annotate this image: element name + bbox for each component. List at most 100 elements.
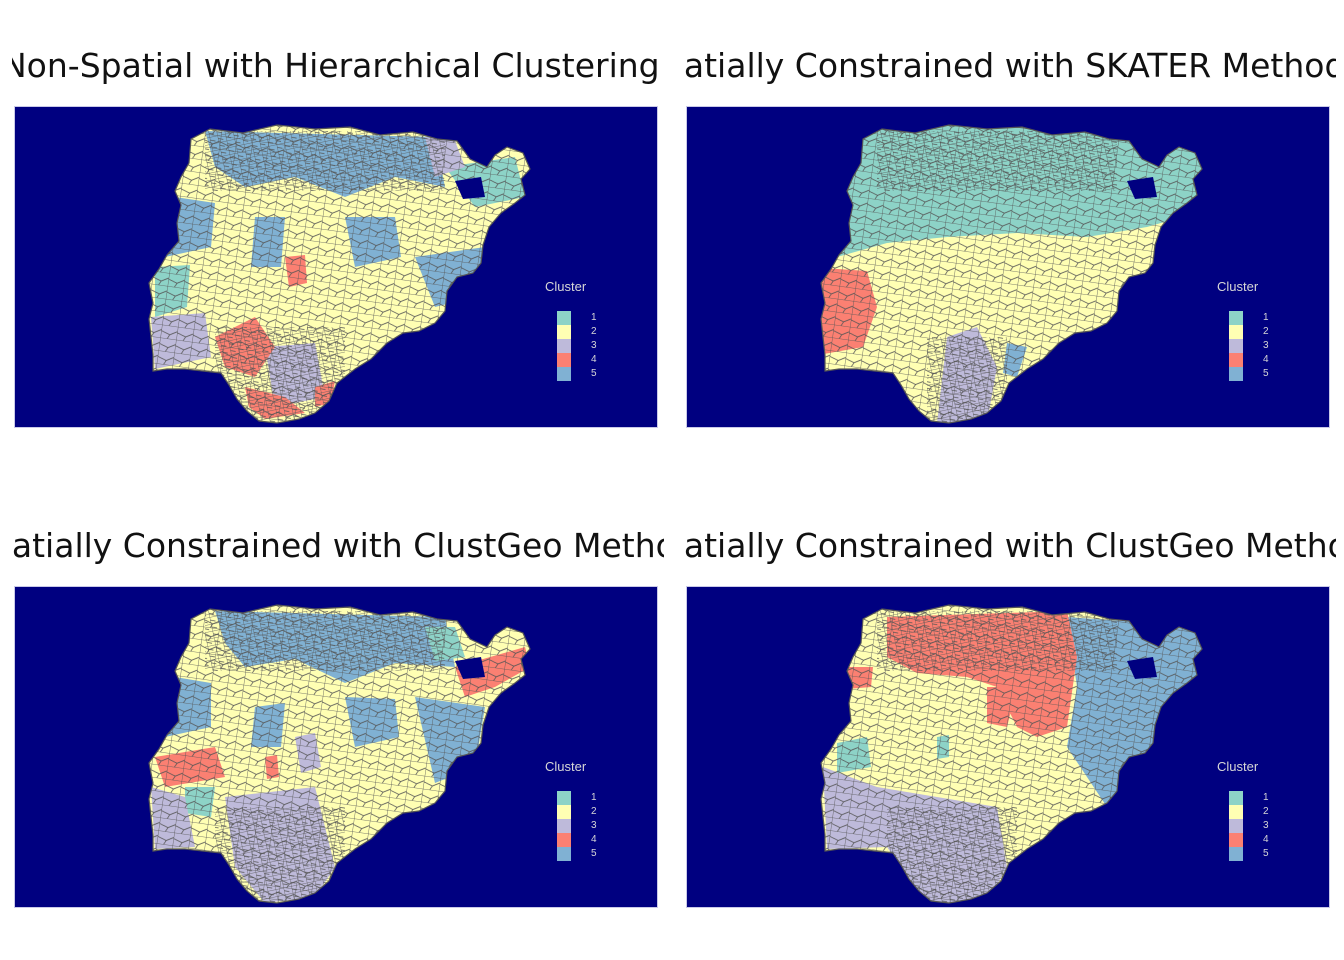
- nigeria-map: [820, 604, 1203, 904]
- legend-swatch: [557, 819, 571, 833]
- choropleth-map: Cluster 1 2 3 4 5: [14, 106, 658, 428]
- legend-swatch: [1229, 847, 1243, 861]
- nigeria-map: [148, 604, 531, 904]
- legend-label: 1: [1263, 312, 1269, 323]
- legend-item-5: 5: [1229, 847, 1289, 861]
- legend-item-4: 4: [557, 833, 617, 847]
- lake-chad-cutout: [455, 657, 485, 679]
- legend-item-4: 4: [1229, 833, 1289, 847]
- lga-boundaries-dense: [205, 131, 445, 191]
- choropleth-map: Cluster 1 2 3 4 5: [14, 586, 658, 908]
- legend: Cluster 1 2 3 4 5: [545, 279, 645, 399]
- legend-item-4: 4: [557, 353, 617, 367]
- legend-item-2: 2: [1229, 325, 1289, 339]
- legend-item-2: 2: [1229, 805, 1289, 819]
- legend-label: 3: [591, 820, 597, 831]
- legend-title: Cluster: [545, 759, 587, 774]
- legend-label: 1: [591, 312, 597, 323]
- nigeria-map: [820, 124, 1203, 424]
- legend-label: 1: [591, 792, 597, 803]
- legend-label: 1: [1263, 792, 1269, 803]
- legend-item-5: 5: [557, 367, 617, 381]
- nigeria-map: [148, 124, 531, 424]
- legend-label: 4: [591, 354, 597, 365]
- map-panel-hierarchical: Non-Spatial with Hierarchical Clustering: [12, 42, 672, 428]
- legend-item-3: 3: [1229, 819, 1289, 833]
- legend: Cluster 1 2 3 4 5: [1217, 759, 1317, 879]
- lake-chad-cutout: [1127, 177, 1157, 199]
- legend-label: 2: [591, 326, 597, 337]
- legend-swatch: [1229, 367, 1243, 381]
- legend-label: 4: [1263, 834, 1269, 845]
- legend-item-1: 1: [1229, 311, 1289, 325]
- country-outline: [148, 124, 531, 424]
- legend-label: 2: [1263, 806, 1269, 817]
- panel-title: Spatially Constrained with ClustGeo Meth…: [12, 526, 664, 565]
- lake-chad-cutout: [1127, 657, 1157, 679]
- legend-swatch: [557, 325, 571, 339]
- legend-swatch: [557, 311, 571, 325]
- country-outline: [820, 124, 1203, 424]
- legend-item-4: 4: [1229, 353, 1289, 367]
- legend-swatch: [557, 805, 571, 819]
- legend-swatch: [557, 353, 571, 367]
- legend-swatch: [557, 791, 571, 805]
- country-outline: [820, 604, 1203, 904]
- map-panel-skater: Spatially Constrained with SKATER Method…: [684, 42, 1344, 428]
- legend-item-1: 1: [557, 311, 617, 325]
- legend-item-3: 3: [1229, 339, 1289, 353]
- legend: Cluster 1 2 3 4 5: [545, 759, 645, 879]
- legend-swatch: [1229, 819, 1243, 833]
- legend-item-5: 5: [557, 847, 617, 861]
- lake-chad-cutout: [455, 177, 485, 199]
- country-outline: [148, 604, 531, 904]
- map-panel-clustgeo-2: Spatially Constrained with ClustGeo Meth…: [684, 522, 1344, 908]
- choropleth-map: Cluster 1 2 3 4 5: [686, 106, 1330, 428]
- lga-boundaries-dense: [877, 611, 1117, 671]
- map-panel-clustgeo-1: Spatially Constrained with ClustGeo Meth…: [12, 522, 672, 908]
- lga-boundaries-dense: [887, 807, 1017, 903]
- legend-label: 5: [591, 368, 597, 379]
- legend-swatch: [557, 833, 571, 847]
- legend-swatch: [557, 847, 571, 861]
- legend-item-5: 5: [1229, 367, 1289, 381]
- legend-label: 2: [1263, 326, 1269, 337]
- lga-boundaries-dense: [215, 327, 345, 423]
- legend-swatch: [557, 367, 571, 381]
- legend-swatch: [1229, 353, 1243, 367]
- lga-boundaries-dense: [877, 131, 1117, 191]
- legend: Cluster 1 2 3 4 5: [1217, 279, 1317, 399]
- legend-item-2: 2: [557, 805, 617, 819]
- legend-label: 2: [591, 806, 597, 817]
- choropleth-map: Cluster 1 2 3 4 5: [686, 586, 1330, 908]
- legend-swatch: [1229, 325, 1243, 339]
- legend-title: Cluster: [1217, 279, 1259, 294]
- legend-title: Cluster: [545, 279, 587, 294]
- lga-boundaries-dense: [215, 807, 345, 903]
- legend-item-3: 3: [557, 339, 617, 353]
- legend-label: 5: [1263, 368, 1269, 379]
- legend-swatch: [1229, 833, 1243, 847]
- lga-boundaries-dense: [205, 611, 445, 671]
- legend-label: 4: [1263, 354, 1269, 365]
- legend-item-1: 1: [557, 791, 617, 805]
- legend-label: 5: [591, 848, 597, 859]
- legend-swatch: [557, 339, 571, 353]
- legend-label: 4: [591, 834, 597, 845]
- legend-label: 3: [1263, 820, 1269, 831]
- legend-item-3: 3: [557, 819, 617, 833]
- legend-label: 3: [1263, 340, 1269, 351]
- panel-title: Non-Spatial with Hierarchical Clustering: [12, 46, 660, 85]
- lga-boundaries-dense: [927, 337, 1007, 423]
- panel-title: Spatially Constrained with SKATER Method: [684, 46, 1336, 85]
- legend-swatch: [1229, 791, 1243, 805]
- legend-swatch: [1229, 805, 1243, 819]
- legend-item-1: 1: [1229, 791, 1289, 805]
- legend-title: Cluster: [1217, 759, 1259, 774]
- legend-swatch: [1229, 311, 1243, 325]
- panel-title: Spatially Constrained with ClustGeo Meth…: [684, 526, 1336, 565]
- legend-item-2: 2: [557, 325, 617, 339]
- legend-label: 5: [1263, 848, 1269, 859]
- legend-swatch: [1229, 339, 1243, 353]
- legend-label: 3: [591, 340, 597, 351]
